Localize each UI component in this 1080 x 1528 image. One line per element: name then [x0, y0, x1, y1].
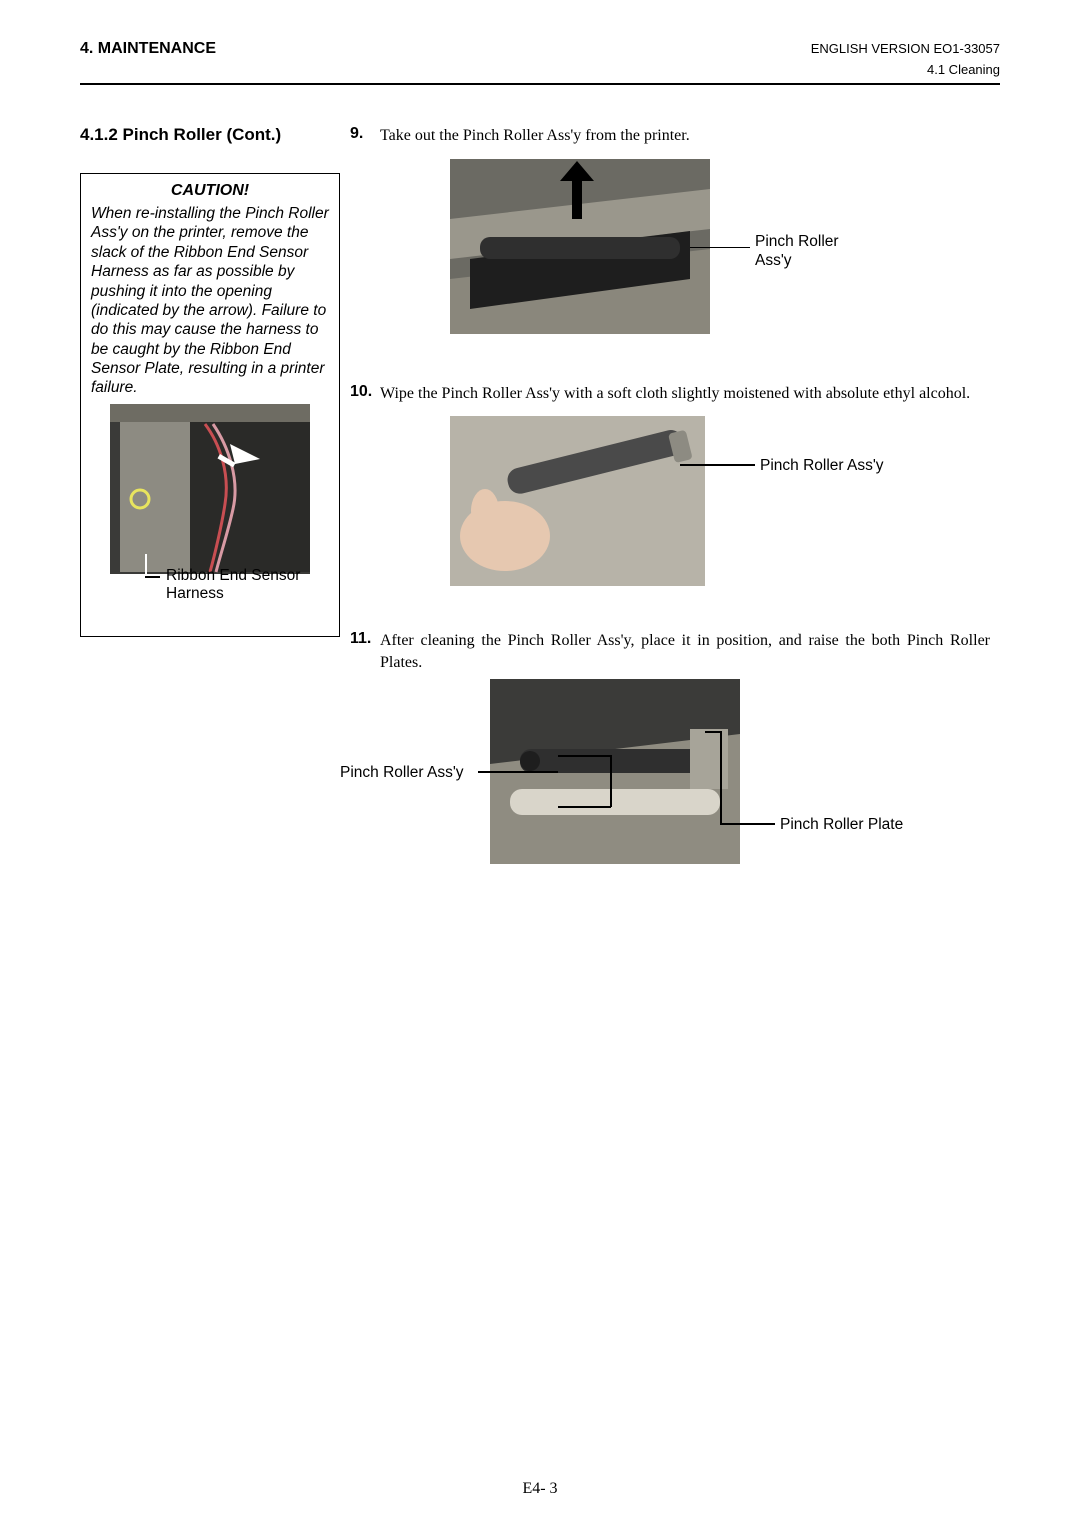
page-header: 4. MAINTENANCE ENGLISH VERSION EO1-33057: [80, 40, 1000, 58]
header-rule: [80, 83, 1000, 85]
page-number: E4- 3: [0, 1480, 1080, 1498]
step-11-callout-right: Pinch Roller Plate: [780, 815, 903, 834]
step-9-number: 9.: [350, 125, 378, 143]
caution-figure-wrap: Ribbon End Sensor Harness: [91, 404, 329, 624]
caution-title: CAUTION!: [91, 182, 329, 200]
step-10-number: 10.: [350, 383, 378, 401]
step-9-figure-area: Pinch Roller Ass'y: [350, 147, 990, 347]
caution-body: When re-installing the Pinch Roller Ass'…: [91, 204, 329, 398]
step-10-figure: [450, 416, 705, 586]
step-10-text: Wipe the Pinch Roller Ass'y with a soft …: [380, 383, 990, 405]
step-10-callout: Pinch Roller Ass'y: [760, 456, 884, 475]
header-left: 4. MAINTENANCE: [80, 40, 216, 58]
caution-lead-elbow: [145, 576, 160, 578]
page: 4. MAINTENANCE ENGLISH VERSION EO1-33057…: [0, 0, 1080, 1528]
step-11: 11. After cleaning the Pinch Roller Ass'…: [350, 630, 990, 883]
step-11-bracket-t: [558, 755, 611, 757]
step-9-text: Take out the Pinch Roller Ass'y from the…: [380, 125, 990, 147]
caution-label-line2: Harness: [166, 585, 224, 602]
step-11-bracket-v: [610, 755, 612, 807]
section-title: 4.1.2 Pinch Roller (Cont.): [80, 125, 340, 145]
step-9-lead: [690, 247, 750, 249]
step-11-lead-right-v: [720, 731, 722, 824]
step-11-bracket-b: [558, 806, 611, 808]
step-9-callout-line1: Pinch Roller: [755, 233, 839, 250]
step-10-lead: [680, 464, 755, 466]
step-9-callout-line2: Ass'y: [755, 252, 792, 269]
caution-figure-label: Ribbon End Sensor Harness: [166, 567, 300, 604]
left-column: 4.1.2 Pinch Roller (Cont.) CAUTION! When…: [80, 125, 340, 637]
caution-box: CAUTION! When re-installing the Pinch Ro…: [80, 173, 340, 637]
step-10: 10. Wipe the Pinch Roller Ass'y with a s…: [350, 383, 990, 595]
step-11-lead-right-h: [720, 823, 775, 825]
step-10-figure-area: Pinch Roller Ass'y: [350, 404, 990, 594]
header-right: ENGLISH VERSION EO1-33057: [811, 41, 1000, 56]
step-9: 9. Take out the Pinch Roller Ass'y from …: [350, 125, 990, 347]
step-9-callout: Pinch Roller Ass'y: [755, 232, 839, 271]
caution-figure: [110, 404, 310, 574]
step-11-number: 11.: [350, 630, 378, 648]
step-11-figure-area: Pinch Roller Ass'y Pinch Roller Plate: [350, 673, 990, 883]
caution-lead-line: [145, 554, 147, 578]
step-9-figure: [450, 159, 710, 334]
content-area: 4.1.2 Pinch Roller (Cont.) CAUTION! When…: [80, 125, 1000, 1025]
step-11-lead-right-t: [705, 731, 721, 733]
step-11-text: After cleaning the Pinch Roller Ass'y, p…: [380, 630, 990, 673]
caution-label-line1: Ribbon End Sensor: [166, 567, 300, 584]
header-sub: 4.1 Cleaning: [80, 62, 1000, 77]
right-column: 9. Take out the Pinch Roller Ass'y from …: [350, 125, 990, 919]
step-11-callout-left: Pinch Roller Ass'y: [340, 763, 464, 782]
step-11-lead-left-h: [478, 771, 558, 773]
